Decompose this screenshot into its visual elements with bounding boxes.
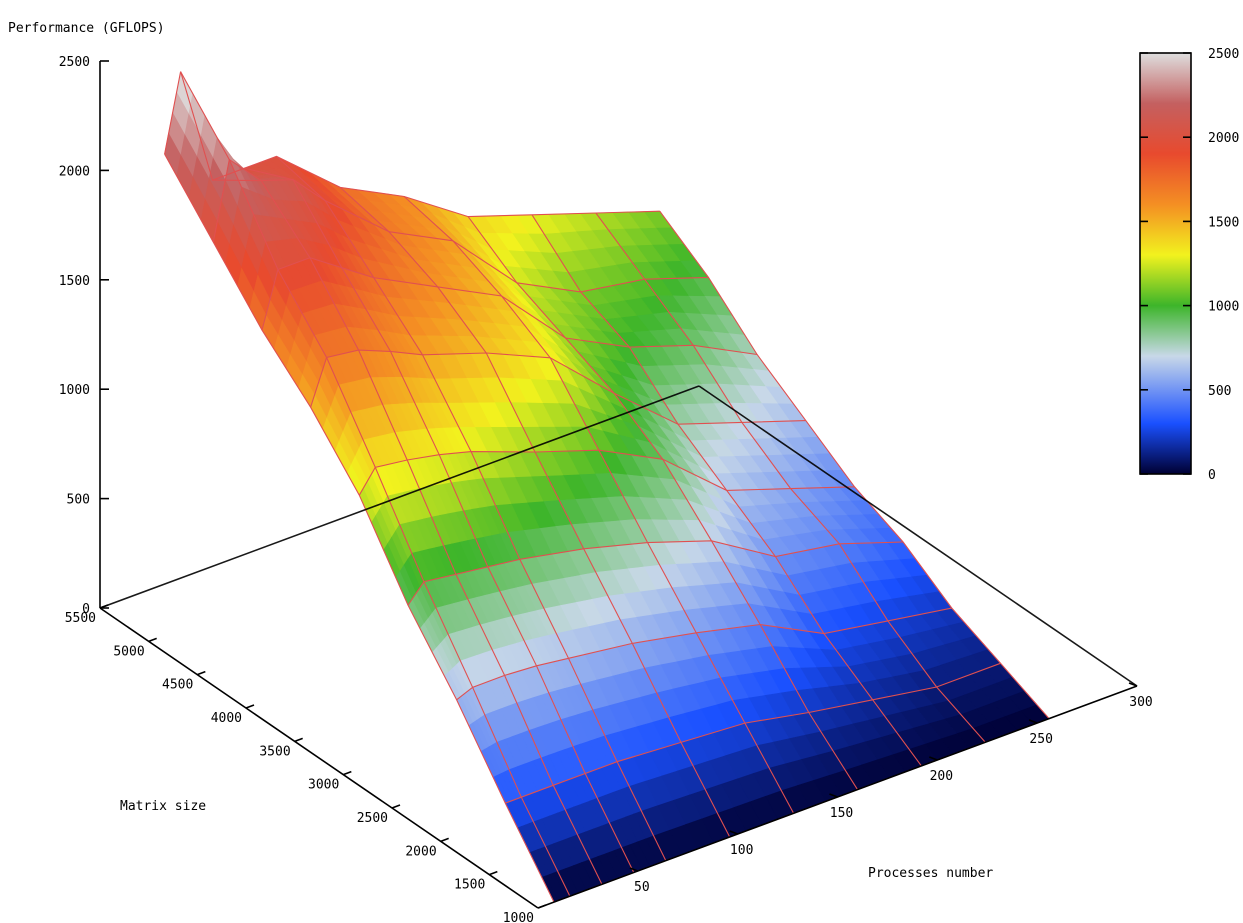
z-axis-tick-label: 500 bbox=[67, 493, 90, 508]
y-axis-tick bbox=[294, 737, 303, 743]
mesh-line-matrix bbox=[261, 257, 758, 356]
x-axis-tick-label: 200 bbox=[930, 769, 953, 784]
mesh-line-matrix bbox=[407, 540, 904, 606]
x-axis-tick-label: 150 bbox=[830, 806, 853, 821]
y-axis-tick bbox=[489, 870, 498, 876]
y-axis-tick bbox=[440, 837, 449, 843]
mesh-line-matrix bbox=[212, 158, 709, 293]
y-axis-tick-label: 4500 bbox=[162, 678, 193, 693]
z-axis-tick-label: 0 bbox=[82, 602, 90, 617]
colorbar-tick-label: 2000 bbox=[1208, 131, 1239, 146]
y-axis-tick-label: 1000 bbox=[503, 911, 534, 923]
colorbar: 0 500 1000 1500 2000 2500 bbox=[1139, 47, 1239, 483]
x-axis-tick bbox=[729, 830, 738, 835]
y-axis-tick bbox=[343, 770, 352, 776]
y-axis-title: Matrix size bbox=[120, 799, 206, 814]
z-axis-tick-label: 1500 bbox=[59, 274, 90, 289]
z-axis-tick-label: 1000 bbox=[59, 383, 90, 398]
x-axis-title: Processes number bbox=[868, 866, 993, 881]
mesh-line-matrix bbox=[310, 349, 806, 425]
y-axis-tick-label: 2500 bbox=[357, 811, 388, 826]
y-axis-tick bbox=[197, 670, 206, 676]
y-axis-tick-label: 4000 bbox=[211, 711, 242, 726]
y-axis-tick-label: 3000 bbox=[308, 778, 339, 793]
base-back-edge bbox=[99, 385, 700, 609]
y-axis-tick-label: 1500 bbox=[454, 878, 485, 893]
y-axis-line bbox=[99, 607, 539, 909]
y-axis-tick bbox=[391, 804, 401, 809]
z-axis-tick-label: 2000 bbox=[59, 164, 90, 179]
colorbar-gradient-rect bbox=[1139, 52, 1192, 475]
y-axis-tick-label: 5000 bbox=[113, 644, 144, 659]
x-axis-tick-label: 100 bbox=[730, 843, 753, 858]
mesh-line-matrix bbox=[456, 607, 952, 701]
x-axis-tick bbox=[929, 756, 938, 761]
z-axis-title: Performance (GFLOPS) bbox=[8, 21, 165, 36]
x-axis-tick-label: 50 bbox=[634, 880, 650, 895]
surface-layer bbox=[164, 70, 1050, 903]
y-axis-tick-label: 3500 bbox=[259, 744, 290, 759]
colorbar-tick-label: 0 bbox=[1208, 468, 1216, 483]
x-axis-tick bbox=[1028, 719, 1038, 724]
x-axis-tick bbox=[629, 867, 639, 872]
x-axis-tick bbox=[829, 793, 838, 798]
mesh-line-matrix bbox=[164, 71, 660, 218]
colorbar-tick-label: 500 bbox=[1208, 384, 1231, 399]
x-axis-tick-label: 250 bbox=[1029, 732, 1052, 747]
axes-layer: 0 500 1000 1500 2000 2500 1000 1500 2000 2500 3000… bbox=[59, 55, 1153, 923]
y-axis-tick bbox=[148, 637, 157, 643]
z-axis-tick-label: 2500 bbox=[59, 55, 90, 70]
mesh-line-matrix bbox=[358, 449, 855, 496]
base-right-edge bbox=[698, 385, 1138, 687]
colorbar-tick-label: 1000 bbox=[1208, 300, 1239, 315]
colorbar-tick-label: 1500 bbox=[1208, 215, 1239, 230]
y-axis-tick bbox=[245, 704, 255, 709]
x-axis-tick-label: 300 bbox=[1129, 695, 1152, 710]
colorbar-tick-label: 2500 bbox=[1208, 47, 1239, 62]
y-axis-tick-label: 2000 bbox=[405, 844, 436, 859]
y-axis-tick-label: 5500 bbox=[65, 611, 96, 626]
mesh-line-matrix bbox=[505, 662, 1001, 804]
